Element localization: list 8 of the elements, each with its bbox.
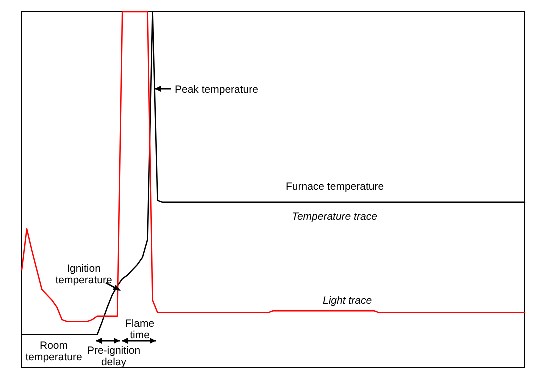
annotation: Room temperature (26, 340, 82, 364)
annotation: Peak temperature (175, 84, 259, 96)
annotation: Furnace temperature (286, 181, 384, 193)
annotation: Flame time (125, 318, 155, 342)
annotation: Pre-ignition delay (87, 345, 141, 368)
annotation: Ignition temperature (56, 263, 112, 286)
series-label: Light trace (323, 295, 372, 307)
series-label: Temperature trace (292, 211, 378, 223)
